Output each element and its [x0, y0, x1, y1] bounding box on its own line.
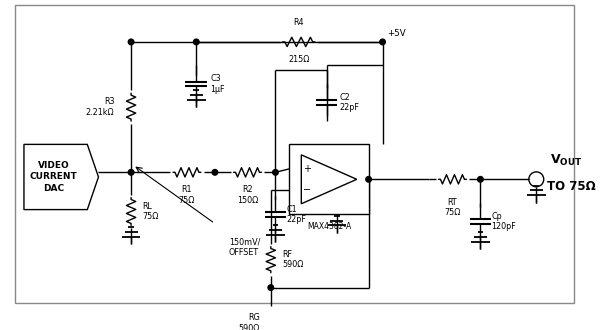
Text: $\mathbf{V_{OUT}}$: $\mathbf{V_{OUT}}$: [550, 153, 583, 168]
Bar: [289, 145, 368, 214]
Circle shape: [268, 285, 274, 290]
Text: −: −: [303, 185, 311, 195]
Text: R2
150Ω: R2 150Ω: [237, 185, 258, 205]
Text: R3
2.21kΩ: R3 2.21kΩ: [85, 97, 114, 117]
Circle shape: [193, 39, 199, 45]
Text: +: +: [303, 164, 311, 174]
Circle shape: [366, 177, 371, 182]
Text: MAX4382-A: MAX4382-A: [307, 222, 351, 231]
Text: RT
75Ω: RT 75Ω: [444, 198, 461, 217]
Circle shape: [380, 39, 386, 45]
Text: VIDEO
CURRENT
DAC: VIDEO CURRENT DAC: [30, 161, 77, 193]
Text: RF
590Ω: RF 590Ω: [282, 250, 303, 269]
Text: RG
590Ω: RG 590Ω: [239, 313, 260, 330]
Text: C1
22pF: C1 22pF: [287, 205, 306, 224]
Text: C3
1μF: C3 1μF: [210, 74, 224, 93]
Text: RL
75Ω: RL 75Ω: [142, 202, 159, 221]
Text: R4: R4: [293, 18, 304, 27]
Text: 150mV/
OFFSET: 150mV/ OFFSET: [229, 238, 260, 257]
Circle shape: [128, 39, 134, 45]
Circle shape: [128, 170, 134, 175]
Text: R1
75Ω: R1 75Ω: [179, 185, 195, 205]
Circle shape: [212, 170, 218, 175]
Circle shape: [478, 177, 483, 182]
Text: Cp
120pF: Cp 120pF: [492, 212, 516, 231]
Text: TO 75Ω: TO 75Ω: [547, 180, 596, 193]
Polygon shape: [24, 145, 98, 210]
Text: +5V: +5V: [387, 29, 406, 38]
Circle shape: [273, 170, 278, 175]
Text: C2
22pF: C2 22pF: [340, 93, 360, 112]
Text: 215Ω: 215Ω: [288, 55, 309, 64]
